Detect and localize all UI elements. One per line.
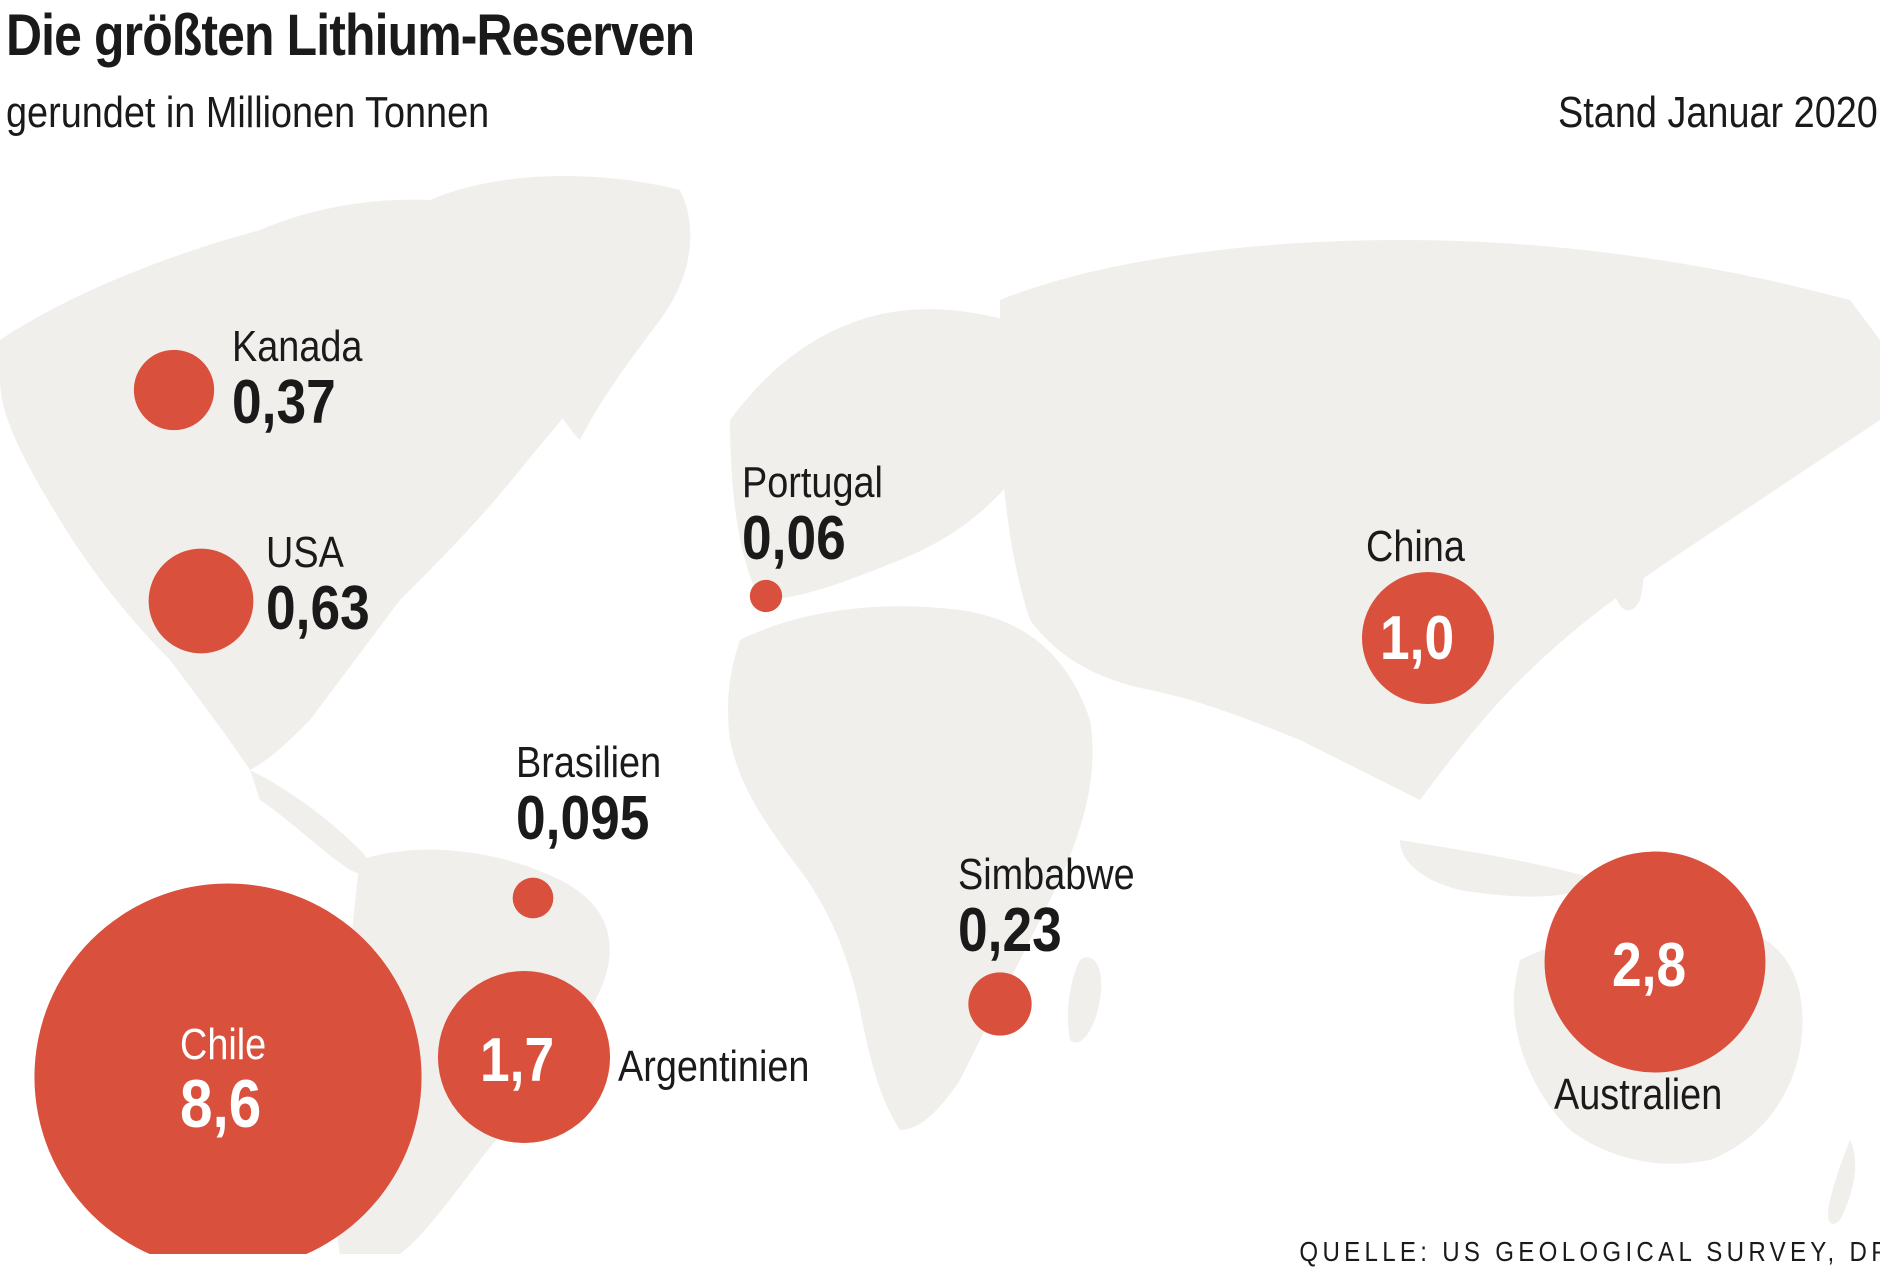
- bubble-kanada: [133, 349, 215, 431]
- label-brasilien: Brasilien 0,095: [516, 738, 661, 850]
- land-greenland: [430, 176, 691, 441]
- value-australien: 2,8: [1612, 935, 1686, 997]
- value-china: 1,0: [1380, 608, 1454, 670]
- land-japan: [1611, 520, 1644, 611]
- land-europe: [730, 309, 1051, 600]
- country-value: 0,095: [516, 784, 650, 853]
- bubble-argentinien: [437, 970, 611, 1144]
- land-central-america: [250, 770, 371, 874]
- country-value: 0,23: [958, 896, 1062, 965]
- land-madagascar: [1068, 957, 1102, 1043]
- subtitle: gerundet in Millionen Tonnen: [6, 88, 490, 137]
- country-name: China: [1366, 522, 1465, 571]
- label-portugal: Portugal 0,06: [742, 458, 883, 570]
- country-name: Brasilien: [516, 738, 662, 787]
- label-usa: USA 0,63: [266, 528, 370, 640]
- country-value: 1,0: [1380, 604, 1455, 673]
- land-africa: [728, 606, 1093, 1130]
- bubble-layer: [34, 349, 1766, 1254]
- label-australien: Australien: [1554, 1070, 1722, 1120]
- land-north-america: [0, 199, 620, 770]
- country-value: 2,8: [1612, 931, 1687, 1000]
- country-name: Portugal: [742, 458, 883, 507]
- date-note: Stand Januar 2020: [1558, 88, 1878, 137]
- land-asia: [1000, 240, 1880, 800]
- bubble-chile: [34, 883, 422, 1254]
- country-name: Australien: [1554, 1070, 1723, 1119]
- country-name: Chile: [180, 1020, 267, 1069]
- label-simbabwe: Simbabwe 0,23: [958, 850, 1135, 962]
- source-note: QUELLE: US GEOLOGICAL SURVEY, DPA: [1299, 1236, 1880, 1267]
- country-value: 0,63: [266, 574, 370, 643]
- country-value: 8,6: [180, 1066, 262, 1142]
- label-kanada: Kanada 0,37: [232, 322, 362, 434]
- country-name: Simbabwe: [958, 850, 1135, 899]
- land-new-zealand: [1828, 1140, 1856, 1224]
- label-argentinien: Argentinien: [618, 1042, 809, 1092]
- bubble-usa: [148, 548, 254, 654]
- country-value: 0,37: [232, 368, 336, 437]
- label-china: China: [1366, 522, 1465, 572]
- country-name: Argentinien: [618, 1042, 810, 1091]
- country-value: 0,06: [742, 504, 846, 573]
- bubble-brasilien: [512, 877, 554, 919]
- label-chile: Chile 8,6: [180, 1020, 266, 1138]
- page-title: Die größten Lithium-Reserven: [6, 3, 695, 68]
- land-indonesia: [1400, 840, 1600, 897]
- value-argentinien: 1,7: [480, 1030, 554, 1092]
- country-name: Kanada: [232, 322, 363, 371]
- country-value: 1,7: [480, 1026, 555, 1095]
- country-name: USA: [266, 528, 344, 577]
- bubble-portugal: [749, 579, 783, 613]
- bubble-china: [1362, 572, 1494, 704]
- bubble-australien: [1544, 851, 1766, 1073]
- bubble-simbabwe: [968, 972, 1032, 1036]
